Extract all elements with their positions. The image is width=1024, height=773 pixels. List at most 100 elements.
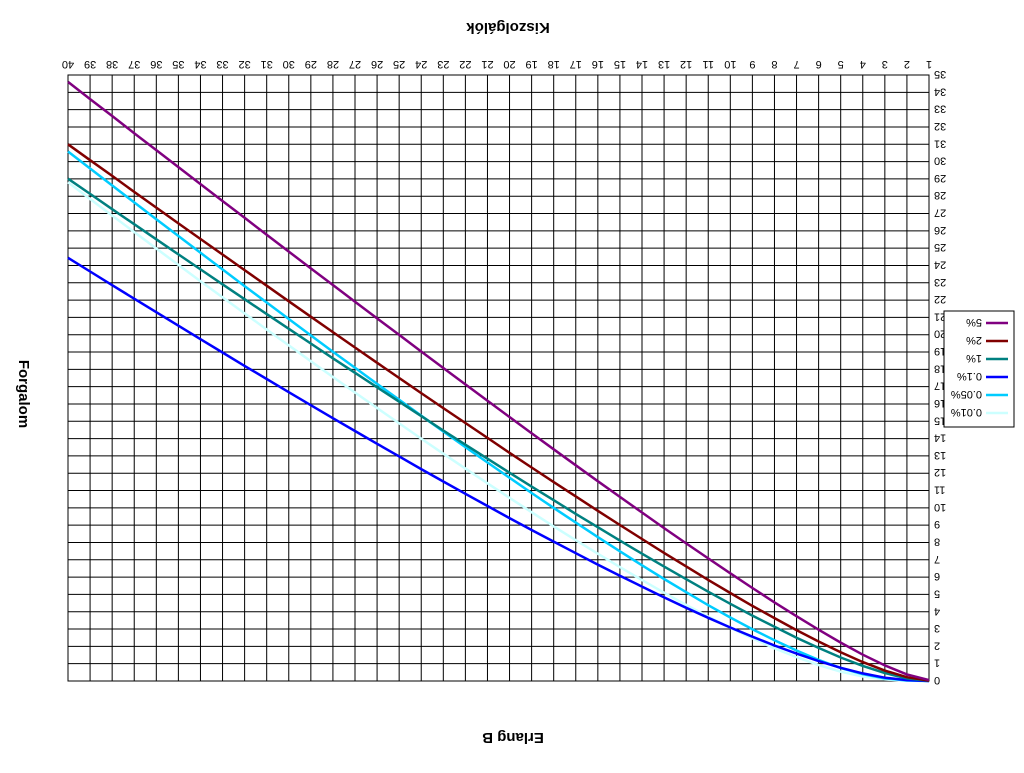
series-line-3 (67, 177, 930, 683)
y-tick-label: 33 (934, 103, 946, 115)
x-tick-label: 29 (305, 58, 317, 70)
series-line-1 (67, 150, 930, 683)
y-tick-label: 9 (934, 518, 940, 530)
x-tick-label: 8 (771, 58, 777, 70)
y-tick-label: 28 (934, 189, 946, 201)
y-axis-title: Forgalom (15, 360, 32, 428)
y-tick-label: 32 (934, 120, 946, 132)
series-line-0 (67, 181, 930, 683)
y-tick-label: 31 (934, 137, 946, 149)
x-tick-label: 26 (371, 58, 383, 70)
y-tick-label: 27 (934, 207, 946, 219)
y-tick-label: 12 (934, 466, 946, 478)
x-axis-title: Kiszolgálók (466, 19, 550, 36)
x-tick-label: 24 (415, 58, 427, 70)
x-tick-label: 36 (150, 58, 162, 70)
y-tick-label: 14 (934, 432, 946, 444)
legend-label: 0.1% (957, 370, 982, 382)
y-tick-labels: 0123456789101112131415161718192021222324… (934, 68, 946, 686)
x-tick-label: 13 (658, 58, 670, 70)
y-tick-label: 19 (934, 345, 946, 357)
y-tick-label: 10 (934, 501, 946, 513)
x-tick-label: 37 (128, 58, 140, 70)
y-tick-label: 11 (934, 484, 945, 496)
x-tick-label: 11 (703, 58, 714, 70)
x-tick-label: 19 (525, 58, 537, 70)
y-tick-label: 4 (934, 605, 940, 617)
legend: 0.01% 0.05% 0.1% 1% 2% 5% (943, 310, 1015, 428)
y-tick-label: 30 (934, 155, 946, 167)
x-tick-label: 14 (636, 58, 648, 70)
x-tick-label: 27 (349, 58, 361, 70)
chart-title: Erlang B (482, 729, 544, 746)
y-tick-label: 18 (934, 362, 946, 374)
x-tick-label: 30 (283, 58, 295, 70)
legend-label: 1% (966, 352, 982, 364)
x-tick-label: 7 (793, 58, 799, 70)
x-tick-label: 16 (592, 58, 604, 70)
legend-label: 5% (966, 316, 982, 328)
x-tick-label: 21 (481, 58, 493, 70)
y-tick-label: 21 (934, 310, 946, 322)
x-tick-label: 23 (437, 58, 449, 70)
x-tick-label: 22 (459, 58, 471, 70)
y-tick-label: 20 (934, 328, 946, 340)
plot-area-frame (67, 74, 930, 682)
legend-box (943, 310, 1015, 428)
x-tick-label: 40 (62, 58, 74, 70)
x-tick-label: 3 (882, 58, 888, 70)
y-tick-label: 24 (934, 258, 946, 270)
y-tick-label: 2 (934, 639, 940, 651)
x-tick-label: 31 (261, 58, 273, 70)
series-line-5 (67, 80, 930, 682)
x-tick-label: 34 (194, 58, 206, 70)
x-tick-label: 25 (393, 58, 405, 70)
y-tick-label: 1 (934, 657, 940, 669)
y-tick-label: 17 (934, 380, 946, 392)
y-tick-label: 29 (934, 172, 946, 184)
x-tick-label: 38 (106, 58, 118, 70)
y-tick-label: 7 (934, 553, 940, 565)
x-tick-label: 20 (503, 58, 515, 70)
legend-label: 2% (966, 334, 982, 346)
series-line-2 (67, 256, 930, 683)
x-tick-label: 12 (680, 58, 692, 70)
x-tick-label: 9 (749, 58, 755, 70)
y-tick-label: 35 (934, 68, 946, 80)
grid (67, 74, 930, 682)
series-lines (67, 80, 930, 683)
x-tick-label: 6 (816, 58, 822, 70)
y-tick-label: 3 (934, 622, 940, 634)
y-tick-label: 16 (934, 397, 946, 409)
series-line-4 (67, 143, 930, 682)
y-tick-label: 5 (934, 587, 940, 599)
y-tick-label: 8 (934, 535, 940, 547)
x-tick-label: 1 (926, 58, 932, 70)
x-tick-label: 5 (838, 58, 844, 70)
x-tick-label: 10 (724, 58, 736, 70)
y-tick-label: 25 (934, 241, 946, 253)
y-tick-label: 0 (934, 674, 940, 686)
x-tick-label: 15 (614, 58, 626, 70)
legend-label: 0.05% (951, 388, 982, 400)
y-tick-label: 34 (934, 85, 946, 97)
y-tick-label: 22 (934, 293, 946, 305)
x-tick-label: 33 (216, 58, 228, 70)
y-tick-label: 6 (934, 570, 940, 582)
y-tick-label: 13 (934, 449, 946, 461)
x-tick-label: 17 (570, 58, 582, 70)
x-tick-label: 39 (84, 58, 96, 70)
x-tick-label: 35 (172, 58, 184, 70)
x-tick-label: 18 (548, 58, 560, 70)
legend-label: 0.01% (951, 406, 982, 418)
y-tick-label: 26 (934, 224, 946, 236)
y-tick-label: 23 (934, 276, 946, 288)
x-tick-labels: 1234567891011121314151617181920212223242… (62, 58, 932, 70)
y-tick-label: 15 (934, 414, 946, 426)
x-tick-label: 28 (327, 58, 339, 70)
x-tick-label: 4 (860, 58, 866, 70)
x-tick-label: 2 (904, 58, 910, 70)
x-tick-label: 32 (238, 58, 250, 70)
